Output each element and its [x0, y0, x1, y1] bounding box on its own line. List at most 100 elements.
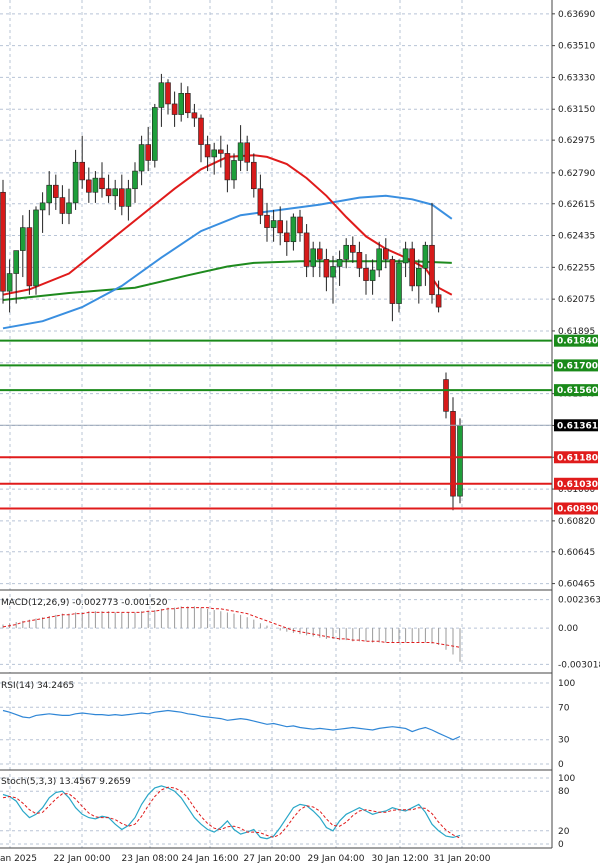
- candle-bearish: [185, 93, 191, 114]
- candle-bearish: [283, 232, 290, 243]
- stoch-y-tick-label: 0: [558, 840, 564, 850]
- candle-bullish: [211, 149, 217, 158]
- price-level-value: 0.61180: [557, 453, 598, 463]
- price-level-tag: [554, 359, 598, 372]
- stoch-d-line: [2, 786, 461, 839]
- candle-bullish: [132, 170, 138, 190]
- price-level-tag: [554, 502, 598, 515]
- candle-bearish: [105, 188, 112, 197]
- candle-bearish: [59, 197, 66, 214]
- moving-average-slow: [2, 260, 452, 301]
- price-level-value: 0.61840: [557, 337, 598, 347]
- y-tick-label: 0.63150: [558, 105, 595, 115]
- candle-bullish: [13, 250, 19, 274]
- y-tick-label: 0.60820: [558, 517, 595, 527]
- candle-bullish: [152, 107, 158, 161]
- candle-bullish: [396, 262, 402, 304]
- y-tick-label: 0.61000: [558, 485, 595, 495]
- candle-bullish: [457, 425, 463, 497]
- x-tick-label: 21 Jan 2025: [0, 854, 37, 864]
- price-level-tag: [554, 334, 598, 347]
- candle-bullish: [125, 188, 132, 207]
- current-price-value: 0.61361: [557, 421, 598, 431]
- candle-bearish: [191, 112, 198, 119]
- candle-bullish: [415, 267, 422, 287]
- y-tick-label: 0.63330: [558, 73, 595, 83]
- stoch-label: Stoch(5,3,3) 13.4567 9.2659: [1, 777, 131, 787]
- x-tick-label: 31 Jan 20:00: [434, 854, 491, 864]
- candle-bullish: [310, 248, 317, 267]
- candle-bearish: [171, 103, 178, 115]
- candle-bullish: [402, 248, 409, 264]
- candle-bearish: [198, 117, 204, 145]
- candle-bearish: [382, 248, 389, 260]
- candle-bearish: [145, 144, 151, 161]
- candle-bullish: [369, 269, 376, 281]
- candle-bullish: [138, 144, 145, 172]
- candle-bullish: [19, 227, 26, 251]
- candle-bearish: [277, 220, 284, 234]
- candle-bearish: [86, 179, 92, 193]
- candle-bearish: [389, 259, 396, 304]
- candle-bullish: [376, 248, 383, 271]
- candle-bearish: [224, 153, 231, 181]
- candle-bearish: [0, 191, 6, 292]
- candle-bearish: [26, 227, 33, 287]
- y-tick-label: 0.61895: [558, 327, 595, 337]
- macd-label: MACD(12,26,9) -0.002773 -0.001520: [1, 598, 168, 608]
- candle-bullish: [33, 209, 39, 287]
- candle-bearish: [165, 82, 171, 105]
- candle-bearish: [316, 248, 323, 260]
- stoch-k-line: [2, 785, 461, 840]
- x-tick-label: 22 Jan 00:00: [54, 854, 111, 864]
- price-level-value: 0.60890: [557, 505, 598, 515]
- price-level-tag: [554, 451, 598, 464]
- y-tick-label: 0.62615: [558, 200, 595, 210]
- candle-bullish: [92, 177, 99, 193]
- macd-y-tick-label: -0.003018: [558, 660, 600, 670]
- macd-y-tick-label: 0.002363: [558, 596, 600, 606]
- candle-bearish: [244, 142, 250, 163]
- candle-bearish: [409, 248, 416, 287]
- candle-bearish: [204, 144, 211, 158]
- candle-bullish: [6, 273, 13, 292]
- candle-bearish: [79, 161, 85, 181]
- candle-bearish: [251, 161, 257, 190]
- candle-bullish: [290, 216, 297, 243]
- candle-bullish: [343, 244, 350, 260]
- candle-bullish: [158, 82, 165, 108]
- candle-bullish: [237, 142, 244, 161]
- y-tick-label: 0.60645: [558, 548, 595, 558]
- y-tick-label: 0.60465: [558, 580, 595, 590]
- rsi-y-tick-label: 30: [558, 736, 570, 746]
- macd-y-tick-label: 0.00: [558, 624, 578, 634]
- x-tick-label: 29 Jan 04:00: [308, 854, 365, 864]
- stoch-y-tick-label: 80: [558, 787, 570, 797]
- x-tick-label: 30 Jan 12:00: [372, 854, 429, 864]
- candle-bearish: [297, 216, 303, 234]
- price-level-tag: [554, 477, 598, 490]
- candle-bearish: [363, 267, 369, 281]
- rsi-panel: [2, 709, 461, 741]
- x-tick-label: 27 Jan 20:00: [244, 854, 301, 864]
- candle-bearish: [429, 244, 435, 296]
- candle-bullish: [112, 188, 118, 197]
- candle-bearish: [257, 188, 264, 216]
- candle-bullish: [66, 202, 72, 214]
- candle-bearish: [356, 252, 363, 269]
- y-tick-label: 0.62255: [558, 263, 595, 273]
- candle-bearish: [264, 214, 270, 228]
- candle-bullish: [422, 244, 429, 269]
- price-level-value: 0.61700: [557, 361, 598, 371]
- y-tick-label: 0.63510: [558, 42, 595, 52]
- y-tick-label: 0.62075: [558, 295, 595, 305]
- candle-bullish: [336, 259, 343, 267]
- macd-panel: [2, 606, 461, 662]
- rsi-y-tick-label: 100: [558, 679, 575, 689]
- candle-bullish: [270, 220, 277, 228]
- candle-bearish: [52, 184, 59, 198]
- candle-bearish: [218, 149, 224, 154]
